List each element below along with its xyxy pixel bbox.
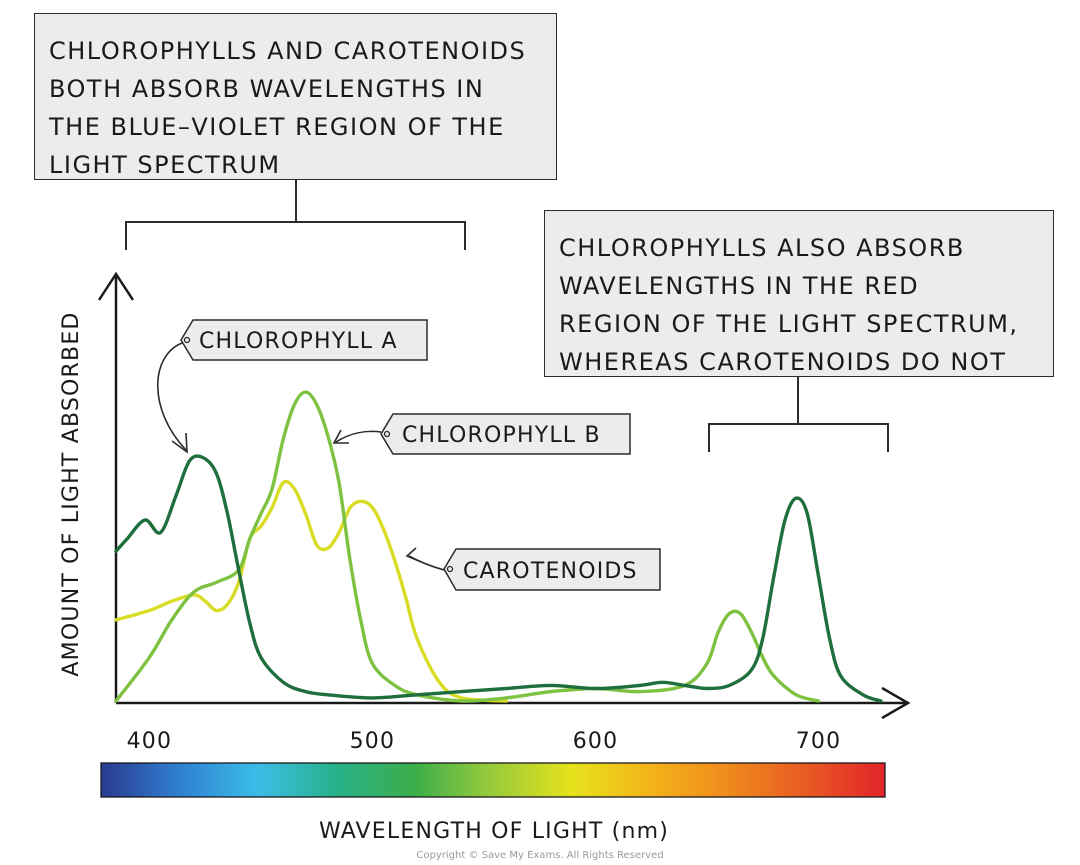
pointer-arrowhead-icon bbox=[405, 547, 420, 562]
x-axis-arrow-icon bbox=[881, 686, 911, 720]
pointer-carotenoids bbox=[408, 555, 445, 571]
pointer-chlorophyll-b bbox=[335, 430, 382, 443]
copyright-text: Copyright © Save My Exams. All Rights Re… bbox=[416, 850, 663, 861]
tag-hole-icon bbox=[183, 336, 191, 344]
tag-shape bbox=[443, 548, 661, 591]
pointer-arrowhead-icon bbox=[171, 432, 188, 454]
tag-carotenoids: CAROTENOIDS bbox=[443, 548, 661, 591]
x-tick-label: 700 bbox=[796, 729, 842, 754]
series-line-chlorophyll-a bbox=[114, 454, 883, 703]
tag-chlorophyll-a: CHLOROPHYLL A bbox=[180, 319, 428, 361]
y-axis-arrow-icon bbox=[97, 271, 135, 301]
y-axis-label: AMOUNT OF LIGHT ABSORBED bbox=[59, 311, 84, 676]
x-tick-label: 500 bbox=[350, 729, 396, 754]
callout-blue-violet: CHLOROPHYLLS AND CAROTENOIDS BOTH ABSORB… bbox=[34, 13, 557, 180]
x-axis-label: WAVELENGTH OF LIGHT (nm) bbox=[319, 819, 669, 844]
tag-hole-icon bbox=[446, 565, 454, 573]
pointer-arrowhead-icon bbox=[332, 429, 349, 444]
bracket-red bbox=[708, 377, 889, 452]
callout-red-region: CHLOROPHYLLS ALSO ABSORB WAVELENGTHS IN … bbox=[544, 210, 1054, 377]
x-tick-label: 600 bbox=[573, 729, 619, 754]
tag-shape bbox=[180, 319, 428, 361]
tag-chlorophyll-b: CHLOROPHYLL B bbox=[380, 413, 631, 455]
tag-carotenoids-label: CAROTENOIDS bbox=[463, 559, 638, 584]
x-tick-label: 400 bbox=[127, 729, 173, 754]
pointer-chlorophyll-a bbox=[156, 342, 187, 451]
tag-hole-icon bbox=[383, 430, 391, 438]
tag-chlorophyll-b-label: CHLOROPHYLL B bbox=[402, 423, 601, 448]
tag-shape bbox=[380, 413, 631, 455]
series-line-carotenoids bbox=[114, 479, 508, 703]
series-line-chlorophyll-b bbox=[114, 390, 821, 703]
spectrum-bar bbox=[100, 762, 886, 798]
tag-chlorophyll-a-label: CHLOROPHYLL A bbox=[199, 329, 398, 354]
bracket-blue-violet bbox=[125, 180, 466, 250]
